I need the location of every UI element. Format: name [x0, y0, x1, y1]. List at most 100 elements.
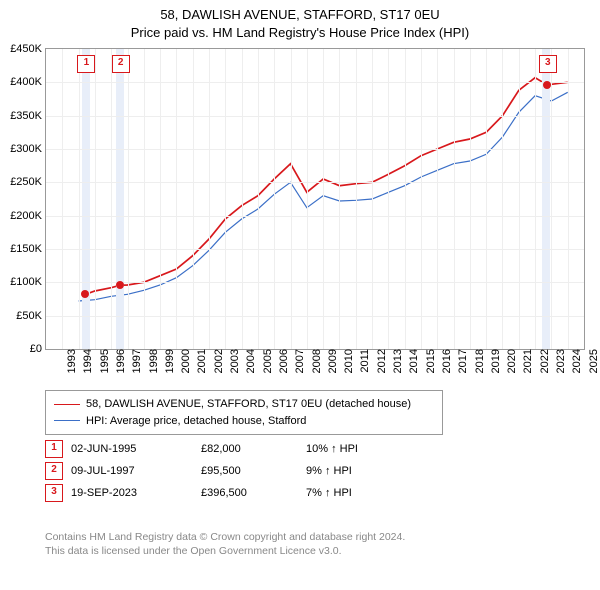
table-row: 209-JUL-1997£95,5009% ↑ HPI [45, 460, 416, 482]
x-axis-label: 2005 [258, 349, 274, 373]
sale-marker: 3 [539, 55, 557, 73]
row-marker: 2 [45, 462, 63, 480]
x-axis-label: 1999 [160, 349, 176, 373]
shade-band [116, 49, 124, 349]
row-pct: 10% ↑ HPI [306, 443, 416, 455]
gridline-v [274, 49, 275, 349]
x-axis-label: 2011 [355, 349, 371, 373]
gridline-v [502, 49, 503, 349]
x-axis-label: 2004 [242, 349, 258, 373]
footer-line2: This data is licensed under the Open Gov… [45, 544, 405, 558]
footer-line1: Contains HM Land Registry data © Crown c… [45, 530, 405, 544]
gridline-v [128, 49, 129, 349]
x-axis-label: 2012 [372, 349, 388, 373]
gridline-v [519, 49, 520, 349]
title-line1: 58, DAWLISH AVENUE, STAFFORD, ST17 0EU [0, 6, 600, 24]
sales-table: 102-JUN-1995£82,00010% ↑ HPI209-JUL-1997… [45, 438, 416, 504]
x-axis-label: 1998 [144, 349, 160, 373]
y-axis-label: £0 [30, 343, 46, 355]
row-marker: 1 [45, 440, 63, 458]
x-axis-label: 2013 [388, 349, 404, 373]
gridline-v [242, 49, 243, 349]
y-axis-label: £400K [10, 76, 46, 88]
y-axis-label: £350K [10, 110, 46, 122]
y-axis-label: £100K [10, 276, 46, 288]
x-axis-label: 2000 [176, 349, 192, 373]
x-axis-label: 2003 [225, 349, 241, 373]
gridline-v [176, 49, 177, 349]
x-axis-label: 1996 [111, 349, 127, 373]
shade-band [82, 49, 90, 349]
legend-item: 58, DAWLISH AVENUE, STAFFORD, ST17 0EU (… [54, 396, 434, 413]
row-pct: 7% ↑ HPI [306, 487, 416, 499]
footer-attribution: Contains HM Land Registry data © Crown c… [45, 530, 405, 558]
x-axis-label: 2009 [323, 349, 339, 373]
sale-dot [116, 281, 124, 289]
legend-swatch [54, 420, 80, 421]
x-axis-label: 2025 [584, 349, 600, 373]
x-axis-label: 1993 [62, 349, 78, 373]
y-axis-label: £250K [10, 176, 46, 188]
x-axis-label: 1995 [95, 349, 111, 373]
gridline-v [372, 49, 373, 349]
price-chart: £0£50K£100K£150K£200K£250K£300K£350K£400… [45, 48, 585, 350]
gridline-v [323, 49, 324, 349]
x-axis-label: 2023 [551, 349, 567, 373]
table-row: 102-JUN-1995£82,00010% ↑ HPI [45, 438, 416, 460]
row-price: £396,500 [201, 487, 306, 499]
y-axis-label: £200K [10, 210, 46, 222]
gridline-v [209, 49, 210, 349]
x-axis-label: 2016 [437, 349, 453, 373]
gridline-v [551, 49, 552, 349]
gridline-v [405, 49, 406, 349]
x-axis-label: 2007 [290, 349, 306, 373]
x-axis-label: 2020 [502, 349, 518, 373]
y-axis-label: £50K [16, 310, 46, 322]
gridline-v [62, 49, 63, 349]
x-axis-label: 2010 [339, 349, 355, 373]
x-axis-label: 2002 [209, 349, 225, 373]
title-line2: Price paid vs. HM Land Registry's House … [0, 24, 600, 42]
row-marker: 3 [45, 484, 63, 502]
x-axis-label: 2024 [568, 349, 584, 373]
x-axis-label: 2022 [535, 349, 551, 373]
legend-swatch [54, 404, 80, 405]
gridline-v [307, 49, 308, 349]
series-line [86, 78, 568, 295]
row-date: 19-SEP-2023 [71, 487, 201, 499]
gridline-v [437, 49, 438, 349]
x-axis-label: 2008 [307, 349, 323, 373]
sale-dot [81, 290, 89, 298]
legend-label: HPI: Average price, detached house, Staf… [86, 415, 306, 427]
row-date: 09-JUL-1997 [71, 465, 201, 477]
x-axis-label: 2017 [454, 349, 470, 373]
x-axis-label: 2015 [421, 349, 437, 373]
gridline-v [421, 49, 422, 349]
shade-band [542, 49, 550, 349]
gridline-v [356, 49, 357, 349]
gridline-v [470, 49, 471, 349]
gridline-v [486, 49, 487, 349]
x-axis-label: 2014 [405, 349, 421, 373]
x-axis-label: 2021 [519, 349, 535, 373]
table-row: 3 19-SEP-2023£396,5007% ↑ HPI [45, 482, 416, 504]
row-price: £82,000 [201, 443, 306, 455]
gridline-v [144, 49, 145, 349]
gridline-v [258, 49, 259, 349]
row-pct: 9% ↑ HPI [306, 465, 416, 477]
x-axis-label: 1994 [79, 349, 95, 373]
gridline-v [454, 49, 455, 349]
sale-dot [543, 81, 551, 89]
y-axis-label: £150K [10, 243, 46, 255]
legend-item: HPI: Average price, detached house, Staf… [54, 413, 434, 430]
gridline-v [339, 49, 340, 349]
sale-marker: 1 [77, 55, 95, 73]
gridline-v [225, 49, 226, 349]
gridline-v [79, 49, 80, 349]
legend-label: 58, DAWLISH AVENUE, STAFFORD, ST17 0EU (… [86, 398, 411, 410]
gridline-v [160, 49, 161, 349]
chart-title: 58, DAWLISH AVENUE, STAFFORD, ST17 0EU P… [0, 0, 600, 41]
y-axis-label: £300K [10, 143, 46, 155]
gridline-v [193, 49, 194, 349]
x-axis-label: 2019 [486, 349, 502, 373]
